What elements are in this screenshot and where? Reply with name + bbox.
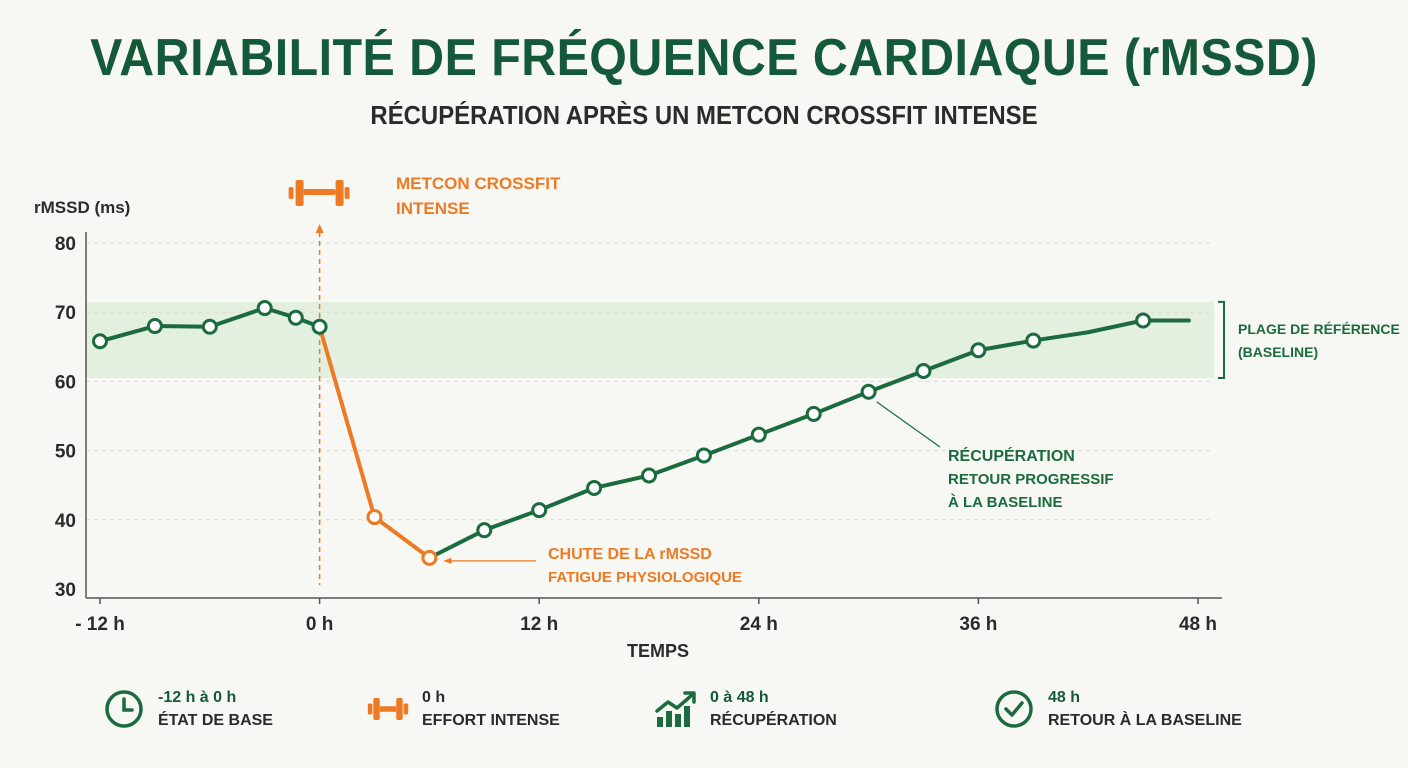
hrv-line-chart: 30 40 50 60 70 80 rMSSD (ms) - 12 h 0 h 12 h 24 h 3… — [34, 174, 1400, 661]
dumbbell-part — [303, 189, 336, 195]
series-segment — [427, 528, 487, 560]
y-tick-label: 70 — [55, 303, 76, 324]
data-point — [915, 363, 932, 380]
data-point — [750, 426, 767, 443]
x-axis-title: TEMPS — [627, 641, 689, 661]
data-point — [860, 383, 877, 400]
legend-return-label: RETOUR À LA BASELINE — [1048, 712, 1242, 729]
data-point — [366, 509, 383, 526]
dumbbell-part — [288, 187, 294, 199]
chart-title: VARIABILITÉ DE FRÉQUENCE CARDIAQUE (rMSS… — [90, 29, 1318, 87]
legend-item-effort: 0 h EFFORT INTENSE — [366, 684, 560, 734]
data-point — [641, 467, 657, 484]
y-tick-label: 80 — [55, 234, 76, 255]
series-segment — [317, 324, 377, 520]
y-axis-title: rMSSD (ms) — [34, 198, 130, 217]
y-tick-label: 60 — [55, 372, 76, 393]
data-point — [201, 318, 218, 335]
baseline-label-line1: PLAGE DE RÉFÉRENCE — [1238, 321, 1400, 337]
series-segment — [592, 473, 651, 490]
x-tick-label: 36 h — [959, 614, 997, 635]
series-segment — [152, 324, 212, 329]
dumbbell-icon — [288, 180, 350, 206]
recovery-pointer — [876, 401, 941, 448]
x-tick-label: - 12 h — [75, 614, 125, 635]
data-point — [586, 479, 603, 496]
data-point — [476, 522, 493, 539]
data-point — [287, 309, 304, 326]
drop-label-line2: FATIGUE PHYSIOLOGIQUE — [548, 569, 742, 586]
series-segment — [976, 338, 1036, 353]
x-tick-label: 12 h — [520, 614, 558, 635]
clock-icon — [102, 687, 146, 731]
series-segment — [647, 453, 706, 478]
series-segment — [1031, 330, 1091, 343]
series-segment — [866, 369, 926, 394]
y-tick-label: 40 — [55, 511, 76, 532]
event-label-line2: INTENSE — [396, 199, 470, 218]
legend-recovery-label: RÉCUPÉRATION — [710, 712, 837, 729]
series-segment — [207, 306, 267, 329]
series-segment — [701, 432, 761, 458]
legend-return-period: 48 h — [1048, 689, 1081, 706]
drop-label-line1: CHUTE DE LA rMSSD — [548, 546, 712, 563]
x-tick-label: 48 h — [1179, 614, 1217, 635]
series-segment — [1086, 318, 1146, 335]
data-point — [970, 342, 987, 359]
data-point — [92, 333, 108, 350]
series-segment — [537, 485, 597, 513]
data-point — [695, 447, 712, 464]
baseline-bracket — [1218, 300, 1225, 379]
event-label-line1: METCON CROSSFIT — [396, 174, 561, 193]
data-point — [1135, 312, 1152, 329]
legend-item-return: 48 h RETOUR À LA BASELINE — [992, 684, 1242, 734]
data-point — [146, 318, 163, 335]
legend-item-base: -12 h à 0 h ÉTAT DE BASE — [102, 684, 273, 734]
y-tick-label: 50 — [55, 442, 76, 463]
legend-base-label: ÉTAT DE BASE — [158, 712, 273, 729]
baseline-label-line2: (BASELINE) — [1238, 344, 1318, 360]
legend-recovery-period: 0 à 48 h — [710, 689, 769, 706]
series-segment — [482, 508, 542, 533]
series-segment — [372, 515, 432, 560]
series-segment — [811, 389, 871, 416]
y-tick-label: 30 — [55, 580, 76, 601]
check-circle-icon — [992, 687, 1036, 731]
data-point — [531, 502, 548, 519]
x-tick-label: 24 h — [740, 614, 778, 635]
recovery-label-line2: RETOUR PROGRESSIF — [948, 471, 1114, 488]
growth-chart-icon — [654, 687, 698, 731]
series-segment — [756, 411, 816, 437]
event-arrowhead — [315, 224, 324, 233]
legend-item-recovery: 0 à 48 h RÉCUPÉRATION — [654, 684, 837, 734]
dumbbell-part — [335, 180, 344, 206]
legend-effort-period: 0 h — [422, 689, 446, 706]
data-point — [1025, 332, 1042, 349]
recovery-label-line3: À LA BASELINE — [948, 494, 1062, 511]
data-point — [311, 318, 328, 335]
data-point — [805, 405, 822, 422]
drop-arrowhead — [443, 557, 452, 564]
x-tick-label: 0 h — [306, 614, 333, 635]
data-point — [421, 549, 438, 566]
dumbbell-part — [295, 180, 304, 206]
legend-effort-label: EFFORT INTENSE — [422, 712, 560, 729]
data-point — [256, 300, 273, 317]
legend-base-period: -12 h à 0 h — [158, 689, 237, 706]
dumbbell-part — [344, 187, 350, 199]
series-segment — [98, 324, 157, 344]
chart-subtitle: RÉCUPÉRATION APRÈS UN METCON CROSSFIT IN… — [370, 100, 1038, 130]
recovery-label-line1: RÉCUPÉRATION — [948, 446, 1075, 465]
dumbbell-icon — [366, 687, 410, 731]
series-segment — [921, 348, 981, 374]
